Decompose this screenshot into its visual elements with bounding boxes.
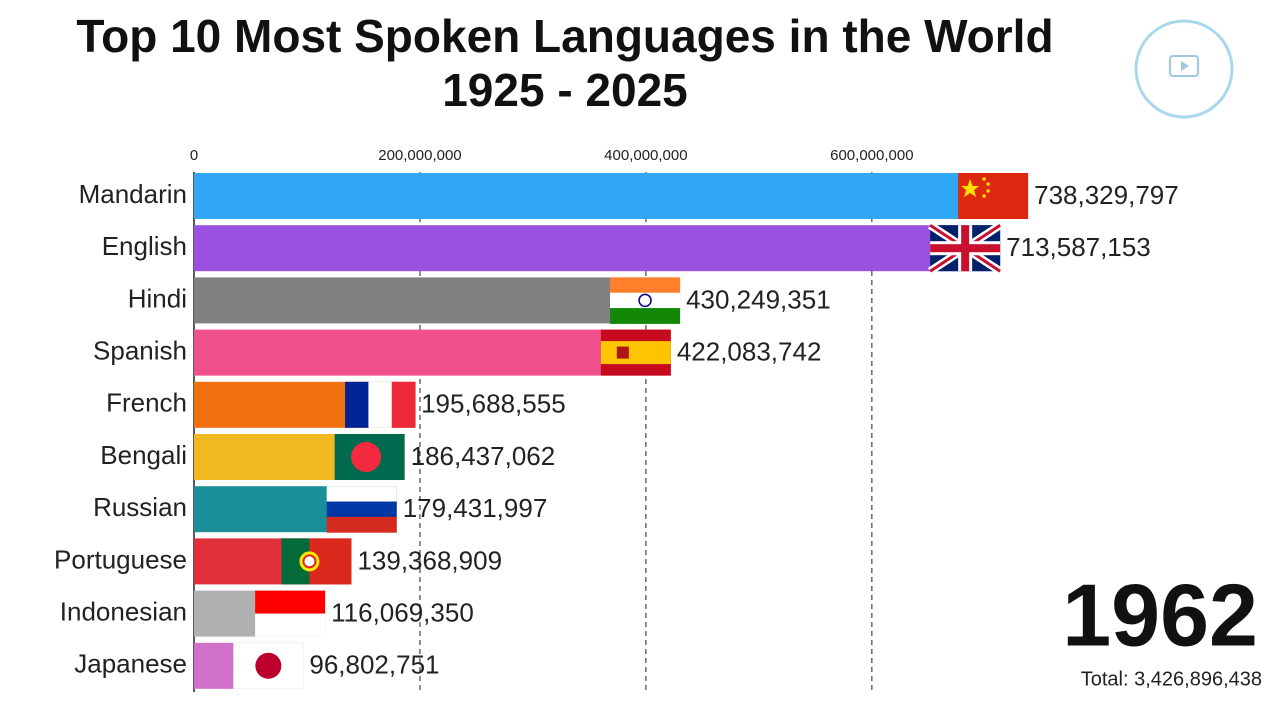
x-tick-label: 200,000,000 (378, 147, 461, 164)
flag-part (610, 292, 681, 309)
bar (194, 277, 681, 324)
flag-part (982, 194, 986, 198)
flag (958, 173, 1029, 219)
bar (194, 225, 1001, 272)
flag-part (368, 381, 393, 428)
flag-part (930, 244, 1001, 253)
flag-part (982, 177, 986, 181)
value-label: 422,083,742 (677, 336, 822, 366)
value-label: 430,249,351 (686, 284, 831, 314)
flag-part (345, 381, 369, 428)
flag-part (326, 501, 397, 518)
year: 1962 (1062, 565, 1258, 664)
value-label: 96,802,751 (309, 650, 439, 680)
flag (927, 221, 1003, 275)
flag-part (255, 652, 282, 679)
bar (194, 173, 1029, 219)
bar (194, 329, 671, 376)
flag (255, 590, 326, 637)
flag (233, 642, 304, 689)
category-label: Portuguese (54, 544, 187, 574)
value-label: 738,329,797 (1034, 180, 1179, 210)
total-label: Total: 3,426,896,438 (1081, 668, 1262, 690)
flag-part (958, 173, 1029, 219)
category-label: Japanese (74, 649, 187, 679)
flag-part (351, 442, 382, 472)
category-label: Indonesian (60, 596, 187, 626)
logo (1134, 19, 1234, 119)
chart-subtitle: 1925 - 2025 (442, 64, 688, 116)
x-tick-label: 400,000,000 (604, 147, 687, 164)
category-label: Spanish (93, 335, 187, 365)
value-label: 139,368,909 (357, 545, 502, 575)
flag-part (610, 277, 681, 294)
flag-part (600, 341, 671, 365)
flag-part (986, 182, 990, 186)
flag-part (255, 590, 326, 614)
flag (326, 486, 397, 533)
value-label: 179,431,997 (403, 493, 548, 523)
category-label: English (102, 231, 187, 261)
category-label: French (106, 388, 187, 418)
category-label: Bengali (100, 440, 187, 470)
category-label: Russian (93, 492, 187, 522)
flag (610, 277, 681, 324)
value-label: 186,437,062 (411, 441, 556, 471)
chart-title: Top 10 Most Spoken Languages in the Worl… (76, 10, 1053, 62)
flag-part (638, 293, 652, 308)
flag-part (302, 554, 317, 569)
flag-part (326, 486, 397, 503)
value-label: 713,587,153 (1006, 232, 1151, 262)
value-label: 195,688,555 (421, 389, 566, 419)
flag-part (391, 381, 416, 428)
category-label: Mandarin (79, 179, 187, 209)
value-label: 116,069,350 (331, 597, 474, 627)
flag-part (961, 179, 980, 197)
flag-part (326, 516, 397, 533)
flag-part (986, 189, 990, 193)
category-label: Hindi (128, 283, 187, 313)
flag (600, 329, 671, 376)
flag (334, 434, 405, 480)
flag (281, 538, 352, 585)
flag (345, 381, 416, 428)
x-tick-label: 0 (190, 147, 198, 164)
flag-part (616, 346, 629, 359)
x-tick-label: 600,000,000 (830, 147, 913, 164)
flag-part (610, 308, 681, 324)
flag-part (255, 613, 326, 637)
